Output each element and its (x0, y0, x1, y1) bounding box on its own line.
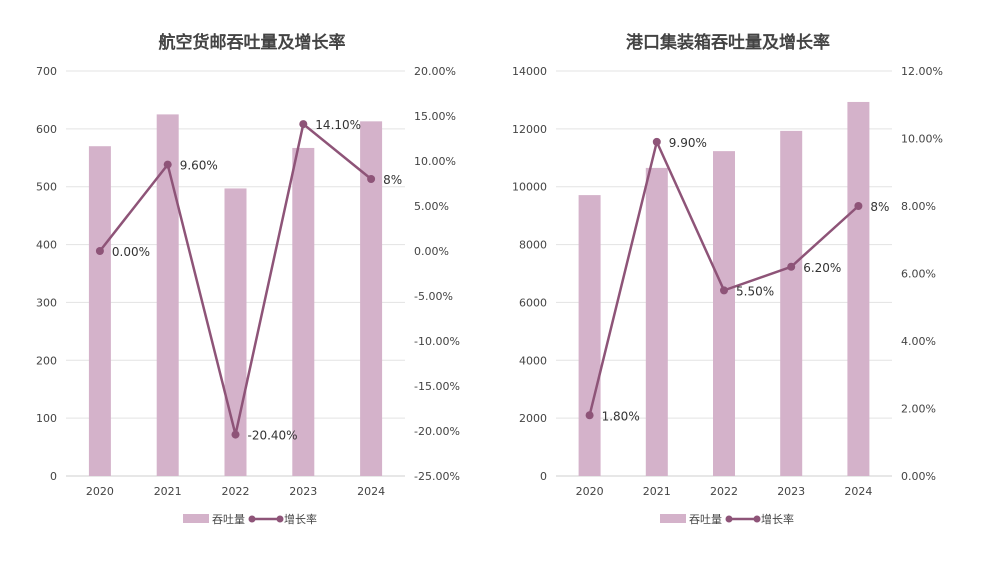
y-right-tick-label: 5.00% (414, 200, 449, 213)
legend-line-marker (248, 515, 256, 523)
line-point (299, 120, 308, 129)
bar (645, 167, 668, 477)
y-right-tick-label: 15.00% (414, 110, 456, 123)
legend-line-marker (725, 515, 733, 523)
legend-bar-swatch (183, 514, 209, 523)
y-right-tick-label: 20.00% (414, 65, 456, 78)
y-left-tick-label: 6000 (519, 296, 547, 309)
chart-title: 港口集装箱吞吐量及增长率 (626, 32, 830, 53)
legend-label-bar: 吞吐量 (689, 513, 722, 526)
data-label: 14.10% (315, 118, 361, 132)
x-tick-label: 2023 (777, 485, 805, 498)
line-point (720, 286, 728, 295)
legend-line-marker (753, 515, 761, 523)
line-point (367, 175, 376, 183)
bar (713, 151, 735, 476)
y-left-tick-label: 400 (36, 239, 57, 252)
y-left-tick-label: 700 (36, 65, 57, 78)
line-point (231, 430, 240, 439)
y-left-tick-label: 4000 (519, 354, 547, 367)
y-left-tick-label: 12000 (512, 123, 547, 136)
data-label: 9.60% (180, 159, 218, 173)
x-tick-label: 2024 (357, 485, 385, 498)
y-left-tick-label: 500 (36, 181, 57, 194)
line-point (163, 160, 172, 169)
line-point (854, 202, 863, 210)
line-point (787, 262, 796, 271)
data-label: 8% (383, 173, 402, 187)
bar (156, 114, 179, 477)
x-tick-label: 2021 (643, 485, 671, 498)
y-left-tick-label: 100 (36, 412, 57, 425)
y-right-tick-label: 0.00% (901, 470, 936, 483)
x-tick-label: 2022 (222, 485, 250, 498)
bar (780, 130, 803, 476)
y-right-tick-label: -15.00% (414, 380, 460, 393)
y-right-tick-label: 10.00% (901, 133, 943, 146)
legend-label-line: 增长率 (284, 512, 317, 526)
y-right-tick-label: -5.00% (414, 290, 453, 303)
legend-bar-swatch (660, 514, 686, 523)
bar (292, 147, 315, 476)
bar (847, 101, 870, 476)
y-right-tick-label: 0.00% (414, 245, 449, 258)
data-label: -20.40% (248, 429, 298, 443)
x-tick-label: 2020 (576, 485, 604, 498)
y-left-tick-label: 200 (36, 354, 57, 367)
y-right-tick-label: 6.00% (901, 268, 936, 281)
y-left-tick-label: 300 (36, 296, 57, 309)
data-label: 9.90% (669, 136, 707, 150)
y-right-tick-label: -20.00% (414, 425, 460, 438)
data-label: 6.20% (803, 261, 841, 275)
data-label: 8% (870, 200, 889, 214)
x-tick-label: 2020 (86, 485, 114, 498)
y-left-tick-label: 2000 (519, 412, 547, 425)
x-tick-label: 2023 (289, 485, 317, 498)
y-right-tick-label: 8.00% (901, 200, 936, 213)
data-label: 0.00% (112, 245, 150, 259)
y-right-tick-label: 10.00% (414, 155, 456, 168)
legend-label-line: 增长率 (761, 512, 794, 526)
y-left-tick-label: 0 (540, 470, 547, 483)
bar (88, 146, 111, 476)
y-left-tick-label: 10000 (512, 181, 547, 194)
y-left-tick-label: 600 (36, 123, 57, 136)
y-right-tick-label: 4.00% (901, 335, 936, 348)
data-label: 5.50% (736, 284, 774, 298)
line-point (652, 137, 661, 146)
legend-line-marker (276, 515, 284, 523)
x-tick-label: 2022 (710, 485, 738, 498)
y-right-tick-label: -25.00% (414, 470, 460, 483)
y-right-tick-label: -10.00% (414, 335, 460, 348)
y-left-tick-label: 0 (50, 470, 57, 483)
data-label: 1.80% (602, 409, 640, 423)
y-left-tick-label: 8000 (519, 239, 547, 252)
y-left-tick-label: 14000 (512, 65, 547, 78)
legend-label-bar: 吞吐量 (212, 513, 245, 526)
y-right-tick-label: 12.00% (901, 65, 943, 78)
y-right-tick-label: 2.00% (901, 403, 936, 416)
x-tick-label: 2024 (844, 485, 872, 498)
line-point (585, 411, 594, 420)
x-tick-label: 2021 (154, 485, 182, 498)
chart-title: 航空货邮吞吐量及增长率 (159, 32, 346, 53)
bar (360, 121, 383, 476)
line-point (95, 247, 104, 255)
bar (578, 195, 601, 476)
